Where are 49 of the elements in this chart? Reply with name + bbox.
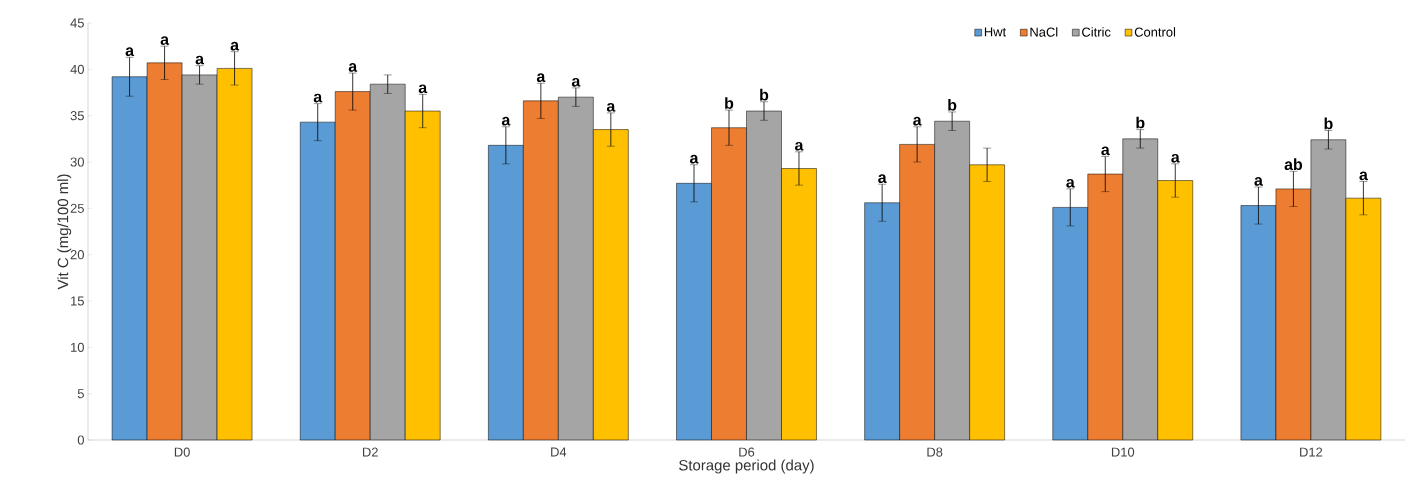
y-tick-label: 5	[77, 389, 84, 399]
x-tick-label: D10	[1111, 447, 1135, 457]
data-label: b	[1136, 116, 1145, 129]
data-label: a	[160, 36, 170, 45]
x-tick-label: D6	[739, 447, 755, 457]
y-tick-label: 10	[71, 342, 84, 352]
data-label: a	[536, 73, 546, 83]
y-tick-label: 0	[77, 435, 84, 445]
data-label: a	[1359, 171, 1368, 181]
legend-label: Hwt	[984, 27, 1007, 37]
data-label: a	[795, 141, 804, 151]
data-label: a	[1171, 153, 1180, 163]
y-tick-label: 15	[71, 296, 84, 306]
x-tick-label: D2	[362, 447, 378, 457]
data-label: a	[348, 63, 358, 72]
data-label: b	[760, 88, 769, 101]
x-tick-label: D12	[1300, 447, 1323, 457]
data-label: a	[230, 41, 240, 51]
data-label: b	[1324, 117, 1333, 130]
data-label: b	[725, 97, 734, 109]
y-tick-label: 25	[70, 203, 84, 213]
x-tick-label: D0	[174, 447, 190, 457]
data-label: a	[571, 77, 581, 87]
data-label: a	[125, 47, 135, 57]
legend-label: Citric	[1082, 27, 1111, 37]
y-axis-title: Vit C (mg/100 ml)	[57, 174, 72, 290]
y-tick-label: 40	[70, 64, 84, 74]
data-label: a	[195, 55, 205, 65]
x-tick-label: D8	[927, 447, 943, 457]
data-label: a	[1254, 177, 1263, 186]
data-label: b	[948, 99, 957, 111]
legend-label: Control	[1134, 27, 1176, 37]
data-label: a	[1066, 178, 1075, 188]
data-label: a	[1101, 146, 1110, 156]
legend-label: NaCl	[1030, 27, 1058, 37]
data-label: a	[878, 174, 887, 184]
y-tick-label: 20	[70, 250, 84, 260]
y-tick-label: 30	[70, 157, 84, 167]
data-label: a	[501, 116, 511, 126]
x-tick-label: D4	[551, 447, 567, 457]
data-label: a	[690, 154, 699, 164]
data-label: a	[606, 102, 616, 112]
y-tick-label: 45	[70, 18, 84, 28]
data-label: ab	[1284, 158, 1303, 171]
data-label: a	[913, 116, 922, 126]
y-tick-label: 35	[70, 111, 84, 121]
x-axis-title: Storage period (day)	[679, 459, 814, 474]
data-label: a	[418, 84, 428, 94]
data-label: a	[313, 93, 323, 103]
